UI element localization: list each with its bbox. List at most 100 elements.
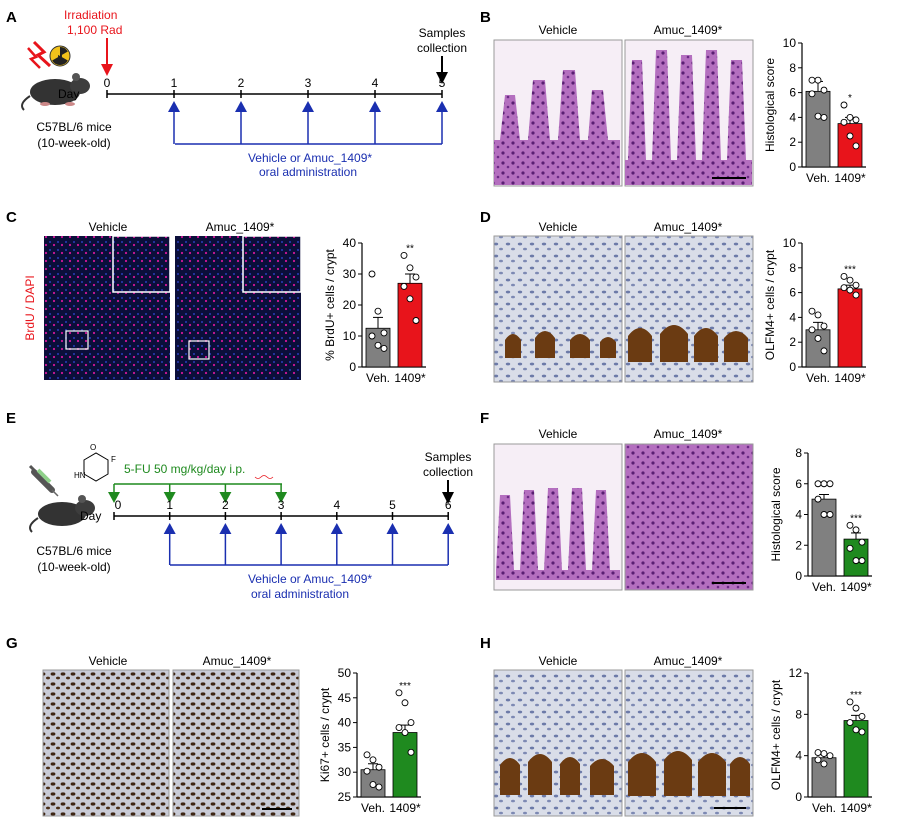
data-point: [840, 273, 848, 280]
y-tick-label: 8: [795, 446, 802, 460]
svg-text:HN: HN: [74, 471, 86, 480]
data-point: [820, 750, 828, 758]
x-tick-label: Veh.: [361, 801, 385, 815]
y-tick-label: 6: [789, 286, 796, 300]
drug-arrow: [219, 492, 232, 503]
inset-treatment: [242, 235, 302, 293]
panel-letter: F: [480, 410, 489, 427]
day-number: 5: [439, 76, 446, 90]
y-tick-label: 2: [789, 135, 796, 149]
panel-d: D Vehicle Amuc_1409* 0 2 4 6 8 10 OLFM4+ cells…: [480, 209, 866, 385]
image-label-vehicle: Vehicle: [539, 427, 578, 441]
admin-arrow: [369, 101, 381, 112]
y-tick-label: 30: [338, 765, 352, 779]
admin-arrow: [275, 523, 288, 534]
panel-letter: B: [480, 9, 491, 26]
data-point: [808, 326, 816, 334]
irradiation-label: Irradiation: [64, 8, 117, 22]
y-tick-label: 8: [789, 61, 796, 75]
mouse-age: (10-week-old): [37, 136, 110, 150]
y-tick-label: 4: [789, 110, 796, 124]
data-point: [374, 307, 382, 315]
samples-label: Samples: [425, 450, 472, 464]
data-point: [846, 544, 854, 552]
y-tick-label: 35: [338, 740, 352, 754]
data-point: [840, 101, 848, 109]
data-point: [406, 264, 414, 272]
day-number: 3: [305, 76, 312, 90]
admin-route: oral administration: [251, 587, 349, 601]
data-point: [858, 557, 866, 565]
panel-h: H Vehicle Amuc_1409* 0 4 8 12 OLFM4+ cells /…: [480, 635, 872, 817]
y-tick-label: 0: [789, 360, 796, 374]
x-tick-label: Veh.: [806, 171, 830, 185]
admin-label: Vehicle or Amuc_1409*: [248, 572, 372, 586]
svg-text:F: F: [111, 455, 116, 464]
samples-arrow: [442, 492, 454, 504]
significance-mark: ***: [844, 264, 856, 275]
data-point: [846, 719, 854, 727]
admin-arrow: [436, 101, 448, 112]
day-number: 2: [222, 498, 229, 512]
y-tick-label: 10: [343, 329, 357, 343]
drug-arrow: [108, 492, 120, 503]
day-number: 1: [171, 76, 178, 90]
day-number: 4: [333, 498, 340, 512]
data-point: [368, 332, 376, 340]
data-point: [814, 76, 822, 84]
mouse-icon: [29, 495, 95, 533]
data-point: [852, 526, 860, 534]
data-point: [846, 521, 854, 529]
admin-arrow: [442, 523, 455, 534]
day-label: Day: [80, 509, 101, 523]
data-point: [363, 767, 371, 775]
data-point: [375, 763, 383, 771]
x-tick-label: Veh.: [366, 371, 390, 385]
data-point: [846, 113, 854, 121]
x-tick-label: 1409*: [389, 801, 421, 815]
bar: [811, 498, 837, 577]
image-label-treatment: Amuc_1409*: [654, 220, 723, 234]
chart-h: 0 4 8 12 OLFM4+ cells / crypt Veh. *** 1409*: [769, 666, 872, 815]
x-tick-label: 1409*: [840, 580, 872, 594]
bar: [392, 732, 418, 798]
data-point: [846, 132, 854, 140]
data-point: [820, 511, 828, 518]
y-tick-label: 40: [343, 236, 357, 250]
panel-e: E O F HN 5-FU 50 mg/kg/day i.p. Samples …: [6, 410, 473, 601]
panel-letter: D: [480, 209, 491, 226]
data-point: [400, 282, 408, 290]
data-point: [820, 113, 828, 121]
bar: [837, 288, 863, 368]
mouse-age: (10-week-old): [37, 560, 110, 574]
y-axis-label: OLFM4+ cells / crypt: [763, 249, 777, 360]
syringe-icon: [28, 464, 59, 497]
svg-text:O: O: [90, 443, 96, 452]
data-point: [808, 76, 816, 84]
day-label: Day: [58, 87, 79, 101]
drug-label: 5-FU 50 mg/kg/day i.p.: [124, 462, 245, 476]
significance-mark: *: [848, 93, 852, 104]
panel-letter: A: [6, 9, 17, 26]
y-tick-label: 8: [795, 707, 802, 721]
panel-c: C Vehicle Amuc_1409* BrdU / DAPI 0 10 20 30…: [6, 209, 426, 385]
data-point: [380, 344, 388, 352]
data-point: [826, 752, 834, 760]
data-point: [412, 317, 420, 324]
data-point: [395, 724, 403, 732]
y-tick-label: 12: [789, 666, 803, 680]
panel-f: F Vehicle Amuc_1409* 0 2 4 6 8 Histological s…: [480, 410, 872, 594]
y-tick-label: 40: [338, 716, 352, 730]
y-tick-label: 2: [795, 538, 802, 552]
x-tick-label: Veh.: [812, 580, 836, 594]
image-label-vehicle: Vehicle: [539, 23, 578, 37]
data-point: [369, 781, 377, 789]
image-label-vehicle: Vehicle: [539, 220, 578, 234]
y-tick-label: 0: [795, 790, 802, 804]
significance-mark: **: [406, 243, 414, 254]
data-point: [852, 557, 860, 565]
day-number: 6: [445, 498, 452, 512]
panel-letter: H: [480, 635, 491, 652]
irradiation-arrow: [101, 64, 113, 76]
